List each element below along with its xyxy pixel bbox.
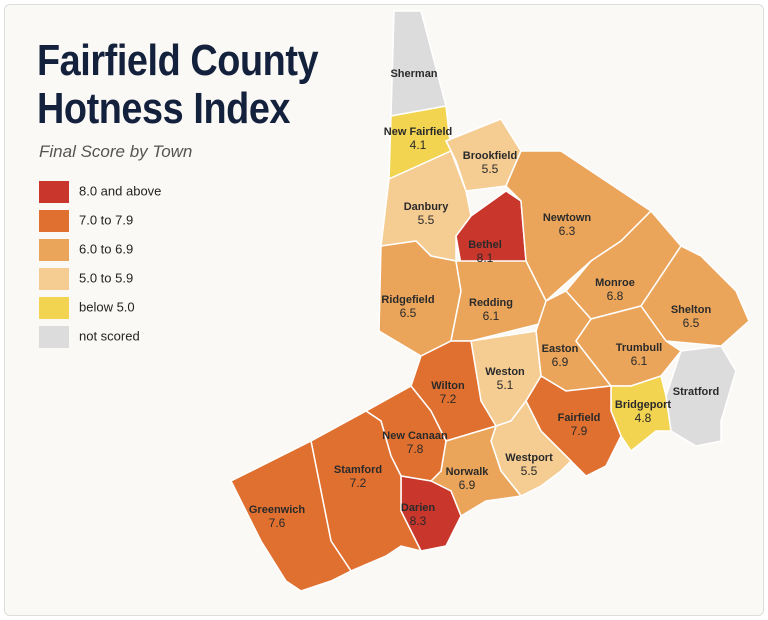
legend-swatch xyxy=(39,326,69,348)
legend-label: 5.0 to 5.9 xyxy=(79,270,133,285)
legend-label: not scored xyxy=(79,328,140,343)
town-name: Bridgeport xyxy=(615,399,672,411)
legend-swatch xyxy=(39,239,69,261)
town-score: 7.9 xyxy=(571,424,588,438)
map-title: Fairfield County Hotness Index xyxy=(37,36,319,133)
legend-swatch xyxy=(39,181,69,203)
town-score: 6.1 xyxy=(631,354,648,368)
town-name: Sherman xyxy=(390,68,437,80)
town-name: Danbury xyxy=(404,201,450,213)
town-score: 8.3 xyxy=(410,514,427,528)
town-name: Newtown xyxy=(543,212,592,224)
town-name: Norwalk xyxy=(446,466,490,478)
map: 8.0 and above 7.0 to 7.9 6.0 to 6.9 5.0 to … xyxy=(39,10,750,592)
town-name: Bethel xyxy=(468,239,502,251)
legend-swatch xyxy=(39,268,69,290)
town-name: Darien xyxy=(401,502,436,514)
town-score: 7.8 xyxy=(407,442,424,456)
town-name: Brookfield xyxy=(463,150,517,162)
legend-swatch xyxy=(39,297,69,319)
card: 8.0 and above 7.0 to 7.9 6.0 to 6.9 5.0 to … xyxy=(4,4,764,616)
town-name: Stamford xyxy=(334,464,382,476)
town-area xyxy=(390,10,447,117)
legend-label: 6.0 to 6.9 xyxy=(79,241,133,256)
town-name: Stratford xyxy=(673,386,719,398)
town-score: 6.9 xyxy=(459,478,476,492)
town-score: 6.9 xyxy=(552,355,569,369)
town-name: Weston xyxy=(485,366,525,378)
town-score: 7.6 xyxy=(269,516,286,530)
town-score: 5.5 xyxy=(482,162,499,176)
town-name: Greenwich xyxy=(249,504,306,516)
town-name: Redding xyxy=(469,297,513,309)
legend-label: below 5.0 xyxy=(79,299,135,314)
town-score: 7.2 xyxy=(350,476,367,490)
town-name: Westport xyxy=(505,452,553,464)
legend-swatch xyxy=(39,210,69,232)
town-name: Ridgefield xyxy=(381,294,434,306)
town-score: 6.1 xyxy=(483,309,500,323)
town-score: 6.3 xyxy=(559,224,576,238)
town-score: 4.1 xyxy=(410,138,427,152)
legend-label: 8.0 and above xyxy=(79,183,161,198)
town-score: 7.2 xyxy=(440,392,457,406)
town-name: New Canaan xyxy=(382,430,448,442)
legend-label: 7.0 to 7.9 xyxy=(79,212,133,227)
town-name: Trumbull xyxy=(616,342,662,354)
town-score: 5.1 xyxy=(497,378,514,392)
town-name: Monroe xyxy=(595,277,635,289)
town-score: 8.1 xyxy=(477,251,494,265)
town-name: Shelton xyxy=(671,304,712,316)
town-name: Easton xyxy=(542,343,579,355)
town-score: 6.8 xyxy=(607,289,624,303)
town-score: 5.5 xyxy=(521,464,538,478)
town-area xyxy=(450,260,552,342)
town-score: 4.8 xyxy=(635,411,652,425)
town-name: New Fairfield xyxy=(384,126,452,138)
town-score: 5.5 xyxy=(418,213,435,227)
town-name: Fairfield xyxy=(558,412,601,424)
town-name: Wilton xyxy=(431,380,465,392)
town-score: 6.5 xyxy=(400,306,417,320)
town-score: 6.5 xyxy=(683,316,700,330)
town-area xyxy=(229,439,353,592)
map-subtitle: Final Score by Town xyxy=(39,142,193,161)
